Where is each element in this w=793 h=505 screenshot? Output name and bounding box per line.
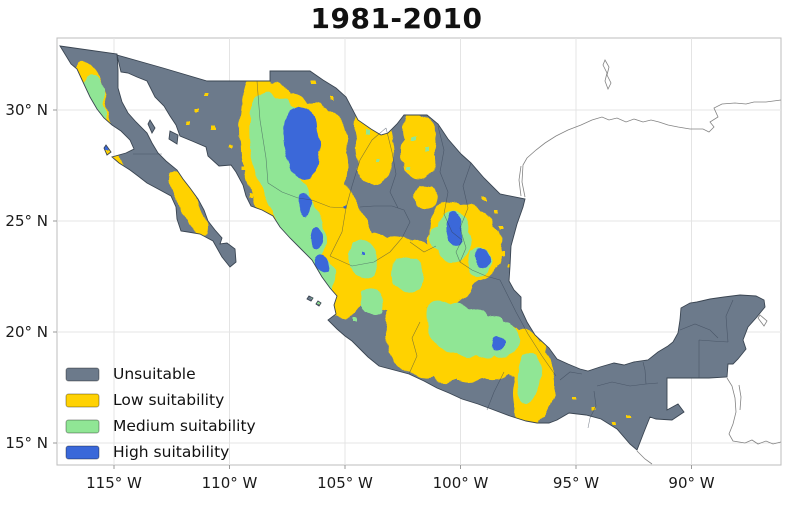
- legend-swatch-high: [65, 445, 100, 460]
- y-tick-30n: 30° N: [5, 101, 48, 119]
- y-tick-20n: 20° N: [5, 323, 48, 341]
- legend: Unsuitable Low suitability Medium suitab…: [65, 365, 256, 461]
- x-tick-110w: 110° W: [202, 474, 258, 492]
- x-axis: 115° W 110° W 105° W 100° W 95° W 90° W: [86, 474, 715, 492]
- legend-label-medium: Medium suitability: [113, 417, 256, 435]
- x-tick-115w: 115° W: [86, 474, 142, 492]
- state-boundaries: [133, 80, 734, 429]
- legend-swatch-unsuitable: [65, 367, 100, 382]
- x-tick-105w: 105° W: [317, 474, 373, 492]
- foreign-coastlines: [518, 59, 782, 465]
- legend-label-high: High suitability: [113, 443, 229, 461]
- legend-swatch-low: [65, 393, 100, 408]
- axis-ticks: [53, 109, 692, 469]
- suitability-layers: [74, 61, 632, 432]
- mexico-outline: [59, 45, 766, 451]
- x-tick-95w: 95° W: [553, 474, 599, 492]
- legend-swatch-medium: [65, 419, 100, 434]
- y-tick-25n: 25° N: [5, 212, 48, 230]
- figure-title: 1981-2010: [310, 2, 483, 35]
- y-tick-15n: 15° N: [5, 434, 48, 452]
- high-suitability-layer: [102, 108, 505, 351]
- x-tick-100w: 100° W: [433, 474, 489, 492]
- legend-label-unsuitable: Unsuitable: [113, 365, 196, 383]
- x-tick-90w: 90° W: [668, 474, 714, 492]
- y-axis: 30° N 25° N 20° N 15° N: [5, 101, 48, 452]
- legend-label-low: Low suitability: [113, 391, 224, 409]
